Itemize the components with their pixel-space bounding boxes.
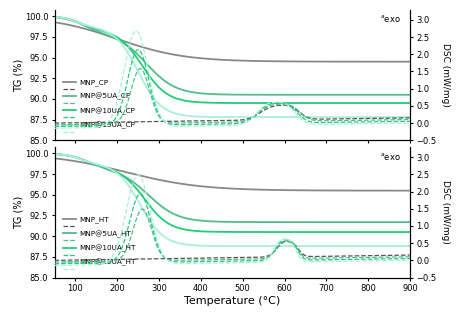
Legend: MNP_CP, , MNP@5UA_CP, , MNP@10UA_CP, , MNP@15UA_CP, : MNP_CP, , MNP@5UA_CP, , MNP@10UA_CP, , M… (62, 78, 137, 137)
Y-axis label: DSC (mW/mg): DSC (mW/mg) (440, 180, 449, 244)
X-axis label: Temperature (°C): Temperature (°C) (184, 296, 281, 306)
Y-axis label: TG (%): TG (%) (13, 58, 23, 92)
Y-axis label: TG (%): TG (%) (13, 196, 23, 229)
Y-axis label: DSC (mW/mg): DSC (mW/mg) (440, 43, 449, 107)
Legend: MNP_HT, , MNP@5UA_HT, , MNP@10UA_HT, , MNP@15UA_HT, : MNP_HT, , MNP@5UA_HT, , MNP@10UA_HT, , M… (62, 215, 137, 274)
Text: $^a$exo: $^a$exo (381, 13, 401, 25)
Text: $^a$exo: $^a$exo (381, 151, 401, 162)
